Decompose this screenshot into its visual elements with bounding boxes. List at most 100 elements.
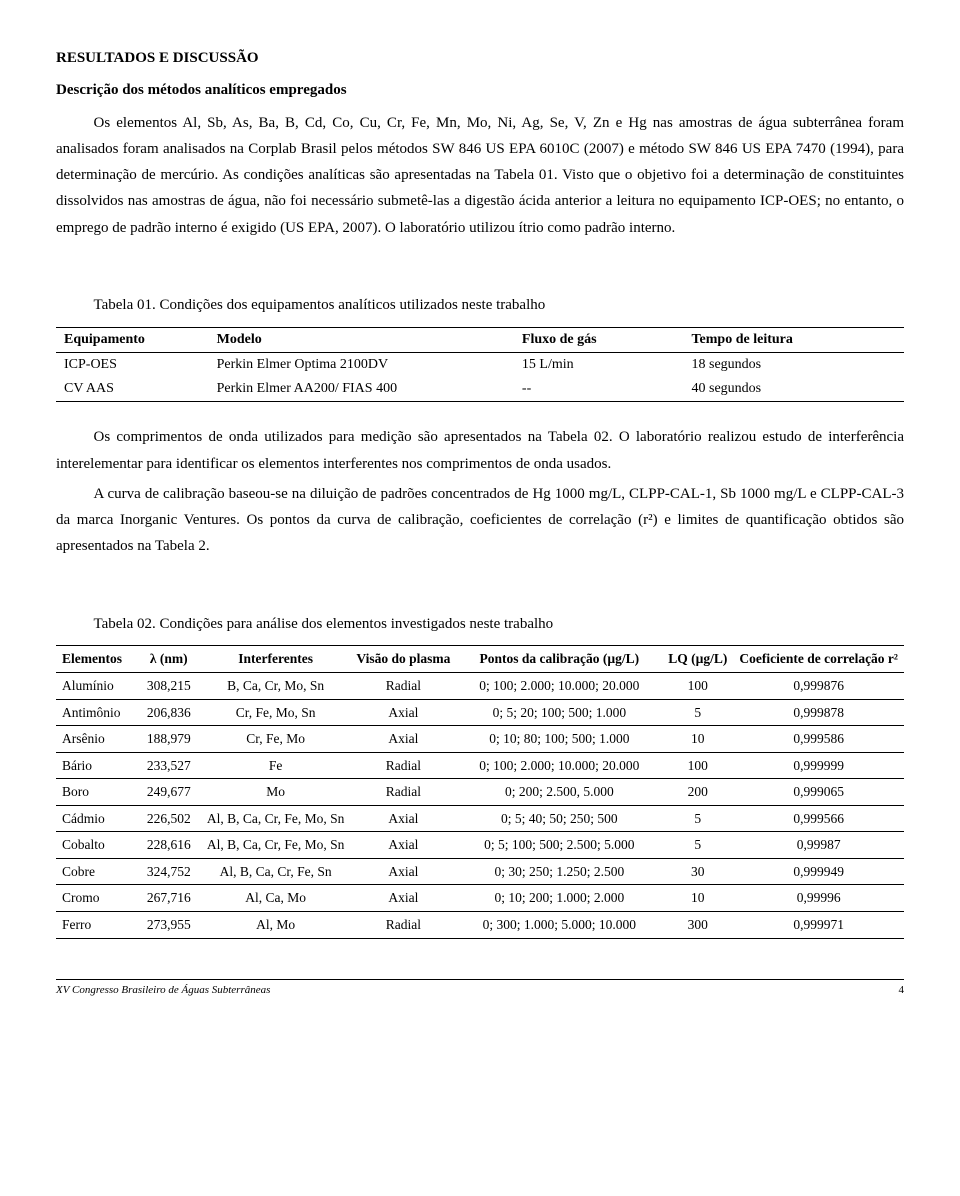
page-number: 4 [899,983,905,999]
table1-cell: Perkin Elmer AA200/ FIAS 400 [209,377,514,402]
table2-cell: 0,999949 [733,858,904,885]
table2-cell: 300 [662,912,733,939]
table2-row: Ferro273,955Al, MoRadial0; 300; 1.000; 5… [56,912,904,939]
table2-row: Arsênio188,979Cr, Fe, MoAxial0; 10; 80; … [56,726,904,753]
table1-cell: CV AAS [56,377,209,402]
table2-header-cell: Pontos da calibração (µg/L) [456,646,662,673]
table1-header-row: EquipamentoModeloFluxo de gásTempo de le… [56,327,904,352]
table2-cell: 0,999878 [733,699,904,726]
table2-cell: 324,752 [137,858,201,885]
table2-header-row: Elementosλ (nm)InterferentesVisão do pla… [56,646,904,673]
table1-cell: -- [514,377,684,402]
table2-header-cell: Visão do plasma [350,646,456,673]
table2-cell: Al, B, Ca, Cr, Fe, Sn [201,858,350,885]
table1-header-cell: Tempo de leitura [684,327,905,352]
table2-cell: Cr, Fe, Mo, Sn [201,699,350,726]
table2-cell: 308,215 [137,672,201,699]
paragraph-1: Os elementos Al, Sb, As, Ba, B, Cd, Co, … [56,110,904,241]
table1-cell: Perkin Elmer Optima 2100DV [209,352,514,377]
table2-cell: Al, Ca, Mo [201,885,350,912]
table2-cell: 5 [662,805,733,832]
table2-cell: Axial [350,885,456,912]
table1-row: CV AASPerkin Elmer AA200/ FIAS 400--40 s… [56,377,904,402]
table2-cell: Cobre [56,858,137,885]
table2-row: Antimônio206,836Cr, Fe, Mo, SnAxial0; 5;… [56,699,904,726]
table2-cell: Bário [56,752,137,779]
table2-caption: Tabela 02. Condições para análise dos el… [56,614,904,636]
table2-cell: 0,999065 [733,779,904,806]
table2-cell: Axial [350,832,456,859]
table2-cell: 5 [662,832,733,859]
table1-cell: 18 segundos [684,352,905,377]
table2-cell: 0; 10; 200; 1.000; 2.000 [456,885,662,912]
table1-header-cell: Fluxo de gás [514,327,684,352]
table2-cell: 0,99987 [733,832,904,859]
table1-cell: 15 L/min [514,352,684,377]
table2-cell: Radial [350,752,456,779]
table2-cell: 267,716 [137,885,201,912]
table2-cell: B, Ca, Cr, Mo, Sn [201,672,350,699]
table2-cell: 100 [662,752,733,779]
table2-cell: Fe [201,752,350,779]
table2-cell: 249,677 [137,779,201,806]
table2-cell: 188,979 [137,726,201,753]
table1-cell: 40 segundos [684,377,905,402]
table2-header-cell: λ (nm) [137,646,201,673]
table1-cell: ICP-OES [56,352,209,377]
table2-cell: Boro [56,779,137,806]
table2-cell: 10 [662,885,733,912]
table2-cell: 0; 5; 100; 500; 2.500; 5.000 [456,832,662,859]
table2-cell: Axial [350,699,456,726]
table2-cell: 226,502 [137,805,201,832]
table2-cell: 0; 5; 20; 100; 500; 1.000 [456,699,662,726]
table-2: Elementosλ (nm)InterferentesVisão do pla… [56,645,904,938]
table2-cell: 5 [662,699,733,726]
sub-heading: Descrição dos métodos analíticos emprega… [56,80,904,102]
table2-cell: 206,836 [137,699,201,726]
table2-cell: 0,999971 [733,912,904,939]
paragraph-2: Os comprimentos de onda utilizados para … [56,424,904,477]
table2-cell: Mo [201,779,350,806]
table2-cell: Cr, Fe, Mo [201,726,350,753]
table2-cell: 0; 10; 80; 100; 500; 1.000 [456,726,662,753]
table2-cell: Radial [350,672,456,699]
table2-header-cell: Elementos [56,646,137,673]
table2-cell: Al, B, Ca, Cr, Fe, Mo, Sn [201,805,350,832]
table2-cell: Al, B, Ca, Cr, Fe, Mo, Sn [201,832,350,859]
table2-header-cell: Interferentes [201,646,350,673]
section-heading: RESULTADOS E DISCUSSÃO [56,48,904,70]
table2-cell: 233,527 [137,752,201,779]
table2-cell: 0; 100; 2.000; 10.000; 20.000 [456,672,662,699]
table2-cell: 273,955 [137,912,201,939]
table2-cell: 10 [662,726,733,753]
table2-header-cell: LQ (µg/L) [662,646,733,673]
table2-cell: Radial [350,779,456,806]
table2-row: Cádmio226,502Al, B, Ca, Cr, Fe, Mo, SnAx… [56,805,904,832]
table2-cell: Alumínio [56,672,137,699]
table2-cell: Radial [350,912,456,939]
table2-cell: Antimônio [56,699,137,726]
table1-row: ICP-OESPerkin Elmer Optima 2100DV15 L/mi… [56,352,904,377]
table2-cell: 0; 200; 2.500, 5.000 [456,779,662,806]
table2-cell: 0,999876 [733,672,904,699]
table2-cell: 0; 300; 1.000; 5.000; 10.000 [456,912,662,939]
page-footer: XV Congresso Brasileiro de Águas Subterr… [56,979,904,999]
table-1: EquipamentoModeloFluxo de gásTempo de le… [56,327,904,403]
table2-row: Boro249,677MoRadial0; 200; 2.500, 5.0002… [56,779,904,806]
table2-cell: Cromo [56,885,137,912]
table2-header-cell: Coeficiente de correlação r² [733,646,904,673]
table2-cell: 0,999999 [733,752,904,779]
table2-cell: 0; 30; 250; 1.250; 2.500 [456,858,662,885]
table2-cell: Axial [350,726,456,753]
table2-row: Cobre324,752Al, B, Ca, Cr, Fe, SnAxial0;… [56,858,904,885]
paragraph-3: A curva de calibração baseou-se na dilui… [56,481,904,560]
table2-cell: Al, Mo [201,912,350,939]
table2-cell: Axial [350,858,456,885]
table2-cell: Arsênio [56,726,137,753]
table2-cell: Axial [350,805,456,832]
table1-header-cell: Equipamento [56,327,209,352]
table2-cell: 0,999586 [733,726,904,753]
table2-cell: 30 [662,858,733,885]
table2-cell: 0; 100; 2.000; 10.000; 20.000 [456,752,662,779]
table2-cell: 100 [662,672,733,699]
